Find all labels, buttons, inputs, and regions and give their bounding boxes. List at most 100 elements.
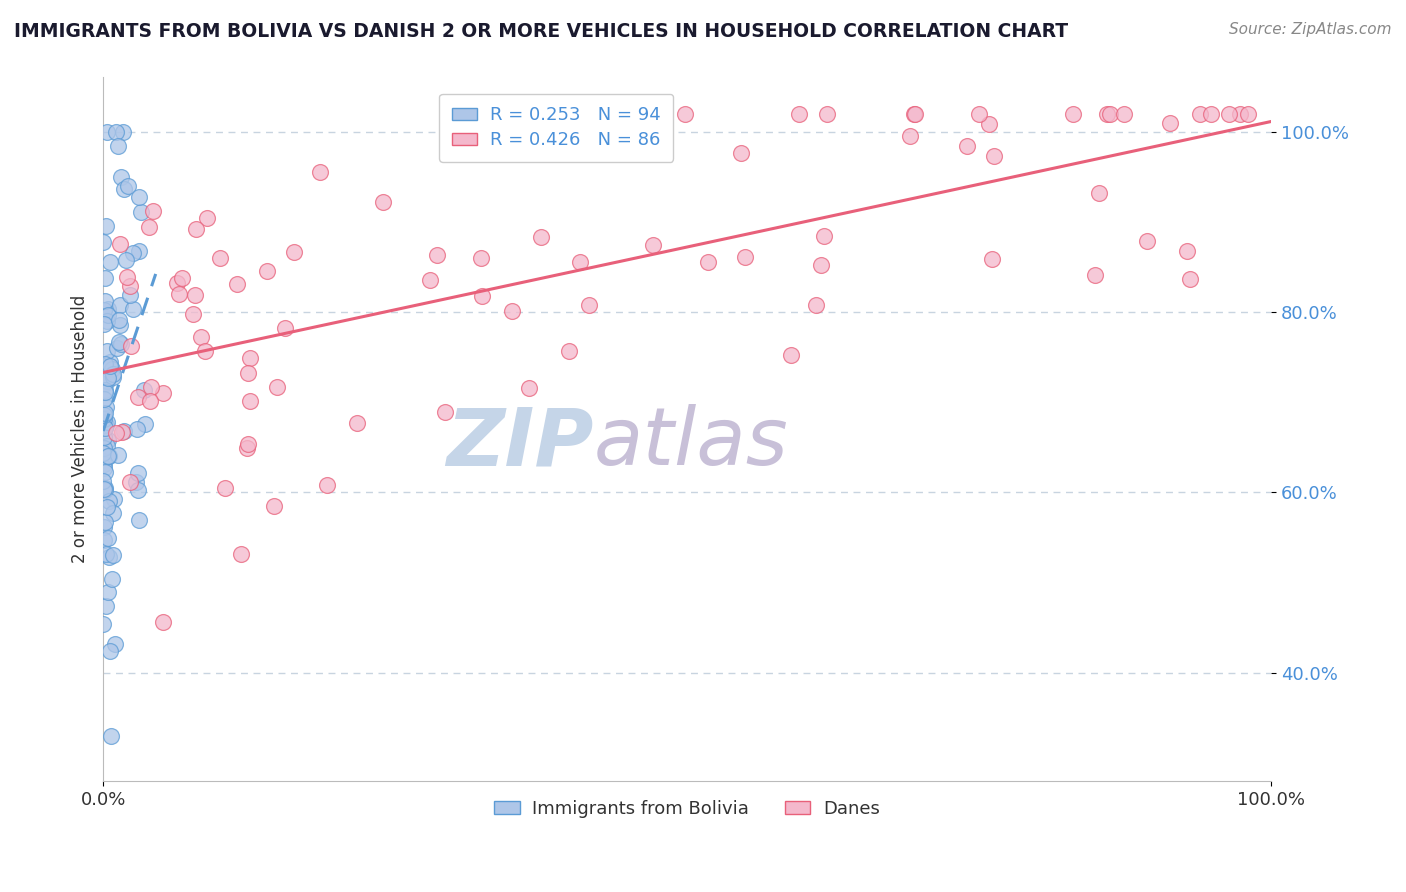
Point	[96, 374, 118, 388]
Point	[117, 270, 139, 285]
Point	[93, 412, 115, 426]
Point	[226, 277, 249, 291]
Point	[120, 339, 142, 353]
Point	[256, 264, 278, 278]
Point	[108, 236, 131, 251]
Y-axis label: 2 or more Vehicles in Household: 2 or more Vehicles in Household	[72, 295, 89, 564]
Point	[578, 298, 600, 312]
Point	[94, 271, 117, 285]
Point	[93, 303, 115, 318]
Point	[139, 380, 162, 394]
Text: ZIP: ZIP	[446, 404, 593, 483]
Point	[93, 457, 115, 471]
Point	[1084, 268, 1107, 282]
Point	[127, 483, 149, 497]
Point	[94, 407, 117, 421]
Point	[980, 252, 1002, 266]
Point	[697, 255, 720, 269]
Point	[142, 203, 165, 218]
Point	[101, 549, 124, 563]
Point	[673, 106, 696, 120]
Point	[315, 477, 337, 491]
Point	[97, 434, 120, 448]
Point	[94, 515, 117, 529]
Point	[1088, 186, 1111, 200]
Point	[529, 229, 551, 244]
Point	[118, 287, 141, 301]
Point	[93, 617, 115, 632]
Point	[1136, 234, 1159, 248]
Point	[93, 461, 115, 475]
Point	[956, 139, 979, 153]
Point	[517, 381, 540, 395]
Point	[127, 467, 149, 481]
Point	[426, 247, 449, 261]
Point	[96, 124, 118, 138]
Point	[263, 499, 285, 513]
Point	[110, 318, 132, 332]
Point	[229, 547, 252, 561]
Point	[96, 439, 118, 453]
Point	[152, 615, 174, 629]
Point	[110, 336, 132, 351]
Point	[93, 408, 115, 422]
Point	[125, 475, 148, 490]
Point	[94, 483, 117, 497]
Point	[128, 244, 150, 259]
Point	[98, 255, 121, 269]
Point	[94, 383, 117, 397]
Point	[93, 317, 115, 331]
Point	[94, 418, 117, 433]
Point	[815, 106, 838, 120]
Point	[967, 106, 990, 120]
Point	[94, 466, 117, 480]
Point	[1175, 244, 1198, 258]
Point	[93, 409, 115, 424]
Point	[104, 637, 127, 651]
Point	[111, 124, 134, 138]
Point	[121, 301, 143, 316]
Point	[734, 250, 756, 264]
Point	[236, 366, 259, 380]
Point	[195, 211, 218, 225]
Point	[169, 287, 191, 301]
Point	[98, 550, 121, 565]
Point	[214, 481, 236, 495]
Point	[558, 343, 581, 358]
Point	[501, 304, 523, 318]
Point	[94, 293, 117, 308]
Point	[810, 259, 832, 273]
Point	[97, 308, 120, 322]
Point	[96, 343, 118, 358]
Point	[112, 182, 135, 196]
Point	[470, 251, 492, 265]
Point	[1095, 106, 1118, 120]
Point	[98, 644, 121, 658]
Point	[97, 584, 120, 599]
Point	[98, 355, 121, 369]
Point	[105, 124, 128, 138]
Point	[1218, 106, 1240, 120]
Point	[131, 205, 153, 219]
Point	[93, 408, 115, 422]
Point	[1178, 272, 1201, 286]
Point	[110, 170, 132, 185]
Point	[569, 255, 592, 269]
Point	[127, 390, 149, 404]
Point	[239, 393, 262, 408]
Point	[93, 392, 115, 406]
Point	[125, 422, 148, 436]
Point	[114, 252, 136, 267]
Point	[903, 106, 925, 120]
Point	[97, 449, 120, 463]
Point	[97, 449, 120, 463]
Legend: Immigrants from Bolivia, Danes: Immigrants from Bolivia, Danes	[486, 792, 887, 825]
Point	[103, 492, 125, 507]
Point	[789, 106, 811, 120]
Point	[346, 416, 368, 430]
Point	[1236, 106, 1258, 120]
Point	[1062, 106, 1084, 120]
Point	[108, 297, 131, 311]
Point	[93, 442, 115, 456]
Point	[101, 572, 124, 586]
